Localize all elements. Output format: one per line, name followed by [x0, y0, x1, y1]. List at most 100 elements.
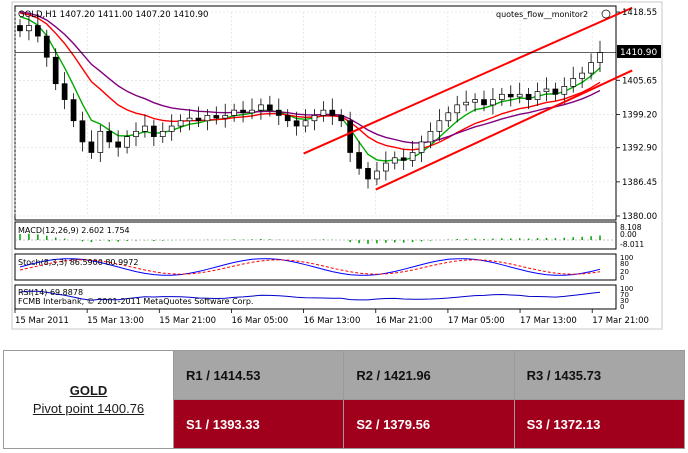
symbol-cell: GOLD Pivot point 1400.76 — [3, 350, 174, 449]
candle-up — [320, 109, 327, 116]
symbol-info: GOLD,H1 1407.20 1411.00 1407.20 1410.90 — [18, 10, 208, 20]
candle-up — [231, 109, 238, 116]
macd-tick-top: 8.108 — [620, 223, 642, 232]
price-axis: 1418.55 1405.65 1399.20 1392.90 1386.45 1380.… — [616, 8, 657, 222]
stoch-tick-100: 100 — [620, 254, 633, 262]
rsi-tick-30: 30 — [620, 297, 629, 305]
candle-up — [498, 93, 505, 100]
rsi-tick-100: 100 — [620, 285, 633, 293]
candle-up — [168, 125, 175, 132]
candle-up — [490, 99, 496, 106]
candle-up — [124, 136, 130, 148]
chart-svg: 1418.55 1405.65 1399.20 1392.90 1386.45 1380.… — [11, 1, 663, 330]
price-tick-label: 1380.00 — [622, 212, 657, 222]
pivot-point: Pivot point 1400.76 — [32, 401, 145, 416]
channel-lower-line — [375, 69, 633, 191]
candle-up — [427, 130, 434, 143]
stoch-label: Stoch(8,3,3) 86.5900 80.9972 — [18, 258, 138, 267]
candle-down — [240, 109, 246, 114]
candle-down — [284, 115, 291, 122]
time-axis: 15 Mar 2011 15 Mar 13:00 15 Mar 21:00 16 Ma… — [14, 309, 649, 326]
candle-up — [97, 130, 104, 153]
stoch-main-line — [19, 258, 601, 276]
candle-up — [588, 62, 594, 74]
time-tick-label: 15 Mar 21:00 — [159, 316, 216, 326]
symbol-name: GOLD — [69, 383, 108, 398]
candle-up — [177, 120, 184, 127]
rsi-pane — [14, 284, 617, 310]
candle-up — [570, 78, 577, 87]
time-tick-label: 17 Mar 21:00 — [592, 316, 649, 326]
time-tick-label: 16 Mar 05:00 — [231, 316, 288, 326]
candle-down — [266, 104, 273, 111]
candle-down — [275, 109, 282, 116]
candle-up — [142, 125, 148, 132]
candle-up — [454, 104, 461, 114]
channel-upper-line — [303, 6, 633, 155]
r2-cell: R2 / 1421.96 — [343, 350, 515, 400]
macd-label: MACD(12,26,9) 2.602 1.754 — [18, 226, 130, 235]
candle-up — [186, 117, 193, 122]
price-tick-label: 1418.55 — [622, 8, 657, 18]
candle-up — [516, 93, 523, 98]
stoch-tick-80: 80 — [620, 260, 629, 268]
candle-down — [347, 120, 354, 153]
r3-cell: R3 / 1435.73 — [513, 350, 686, 400]
price-chart-panel[interactable]: 1418.55 1405.65 1399.20 1392.90 1386.45 1380.… — [0, 0, 688, 330]
candle-down — [365, 168, 371, 180]
candle-up — [472, 99, 478, 103]
candle-up — [597, 52, 603, 63]
candle-down — [356, 152, 362, 169]
candle-up — [445, 112, 452, 122]
candle-up — [26, 25, 32, 32]
candle-up — [204, 115, 211, 122]
candle-down — [481, 99, 487, 106]
candle-up — [409, 152, 416, 161]
candle-down — [70, 99, 77, 122]
candle-down — [195, 117, 202, 122]
candle-down — [43, 35, 50, 58]
main-pane — [14, 5, 617, 221]
candle-up — [133, 130, 139, 137]
candle-up — [436, 120, 443, 132]
settings-icon[interactable] — [601, 9, 611, 19]
candle-down — [52, 56, 59, 85]
candle-down — [150, 125, 157, 137]
candle-up — [463, 101, 470, 106]
candle-up — [311, 115, 318, 122]
candle-down — [213, 115, 220, 119]
time-tick-label: 16 Mar 21:00 — [376, 316, 433, 326]
candle-up — [534, 91, 541, 100]
time-tick-label: 17 Mar 05:00 — [448, 316, 505, 326]
candle-down — [115, 141, 122, 148]
copyright-text: FCMB Interbank, © 2001-2011 MetaQuotes S… — [18, 297, 253, 306]
candle-down — [329, 109, 336, 116]
candle-up — [374, 170, 380, 180]
candle-up — [561, 86, 568, 95]
candle-down — [293, 120, 300, 127]
candle-down — [338, 115, 345, 122]
macd-tick-zero: 0.00 — [620, 230, 637, 239]
candle-down — [79, 120, 86, 143]
candle-down — [17, 25, 23, 32]
ema-fast-line — [19, 16, 601, 162]
candle-up — [543, 88, 550, 92]
candle-up — [302, 120, 309, 127]
price-tick-label: 1392.90 — [622, 144, 657, 154]
s3-cell: S3 / 1372.13 — [513, 399, 686, 449]
time-tick-label: 15 Mar 13:00 — [87, 316, 144, 326]
ema-mid-line — [19, 12, 601, 151]
s1-cell: S1 / 1393.33 — [172, 399, 345, 449]
price-tick-label: 1405.65 — [622, 76, 657, 86]
stoch-tick-20: 20 — [620, 268, 629, 276]
current-price-box — [617, 45, 661, 58]
macd-pane — [14, 221, 617, 250]
stoch-tick-0: 0 — [620, 274, 624, 282]
time-tick-label: 16 Mar 13:00 — [304, 316, 361, 326]
rsi-line — [19, 290, 601, 301]
ema-slow-line — [19, 11, 601, 144]
candle-down — [525, 93, 532, 100]
candle-down — [106, 130, 113, 143]
price-tick-label: 1399.20 — [622, 110, 657, 120]
indicator-name: quotes_flow__monitor2 — [496, 10, 588, 19]
